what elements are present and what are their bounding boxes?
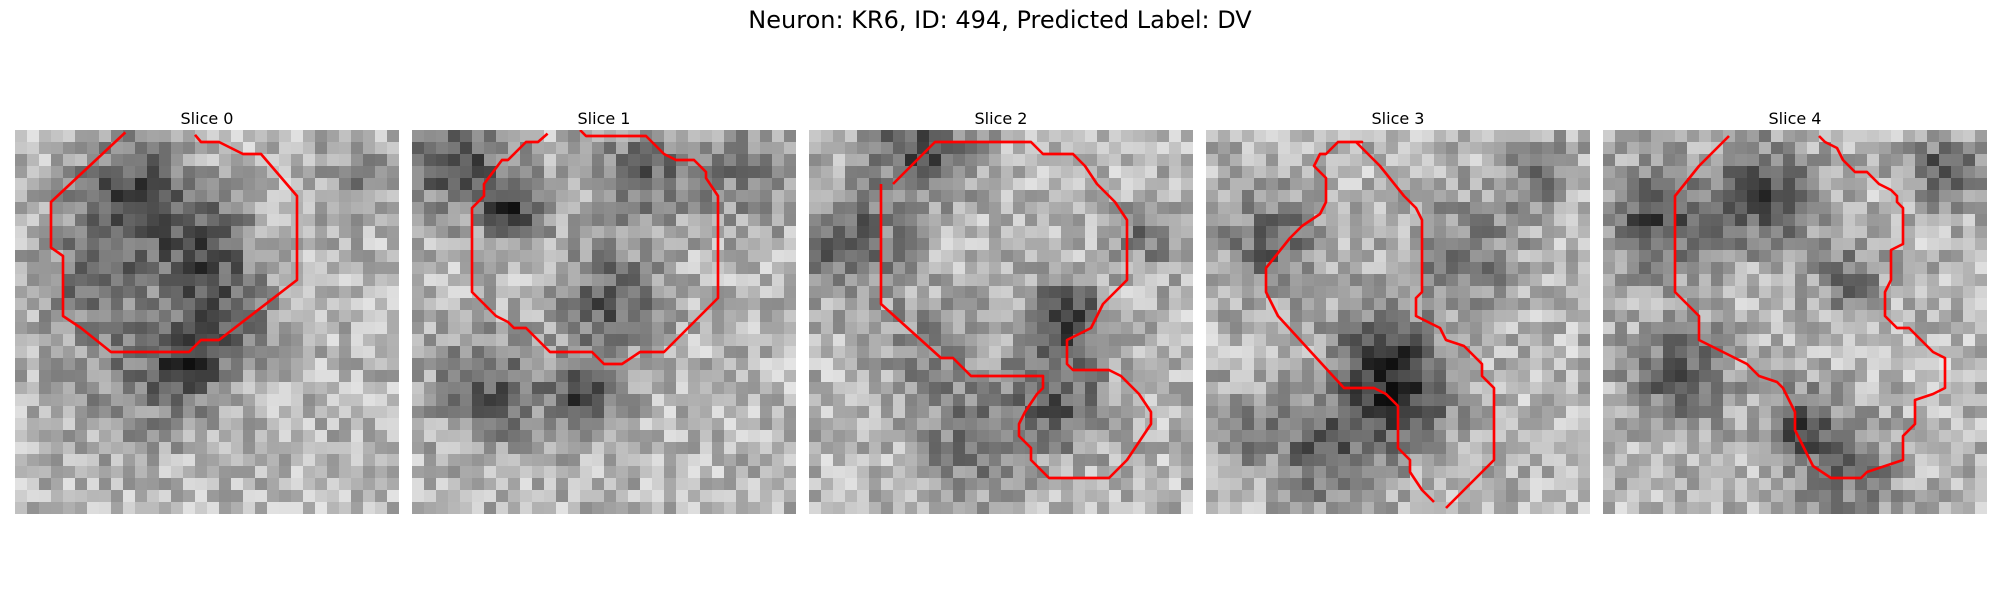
figure-title: Neuron: KR6, ID: 494, Predicted Label: D… bbox=[748, 6, 1252, 34]
segmentation-contour bbox=[879, 140, 1153, 480]
slice-title-1: Slice 1 bbox=[577, 109, 631, 128]
segmentation-contour bbox=[49, 131, 299, 354]
slice-image-4 bbox=[1603, 130, 1987, 514]
slice-title-2: Slice 2 bbox=[974, 109, 1028, 128]
slice-panel-3: Slice 3 bbox=[1206, 108, 1590, 514]
slice-4-svg bbox=[1603, 130, 1987, 514]
slice-1-svg bbox=[412, 130, 796, 514]
slice-image-0 bbox=[15, 130, 399, 514]
slice-panel-2: Slice 2 bbox=[809, 108, 1193, 514]
slice-title-0: Slice 0 bbox=[180, 109, 234, 128]
slice-image-1 bbox=[412, 130, 796, 514]
segmentation-contour bbox=[1264, 140, 1496, 509]
slice-image-2 bbox=[809, 130, 1193, 514]
segmentation-contour bbox=[1673, 135, 1947, 480]
slice-image-3 bbox=[1206, 130, 1590, 514]
slice-panel-4: Slice 4 bbox=[1603, 108, 1987, 514]
slice-title-3: Slice 3 bbox=[1371, 109, 1425, 128]
segmentation-contour bbox=[470, 130, 720, 366]
slice-title-4: Slice 4 bbox=[1768, 109, 1822, 128]
slice-panel-1: Slice 1 bbox=[412, 108, 796, 514]
slice-0-svg bbox=[15, 130, 399, 514]
slice-3-svg bbox=[1206, 130, 1590, 514]
slice-panel-0: Slice 0 bbox=[15, 108, 399, 514]
slice-2-svg bbox=[809, 130, 1193, 514]
